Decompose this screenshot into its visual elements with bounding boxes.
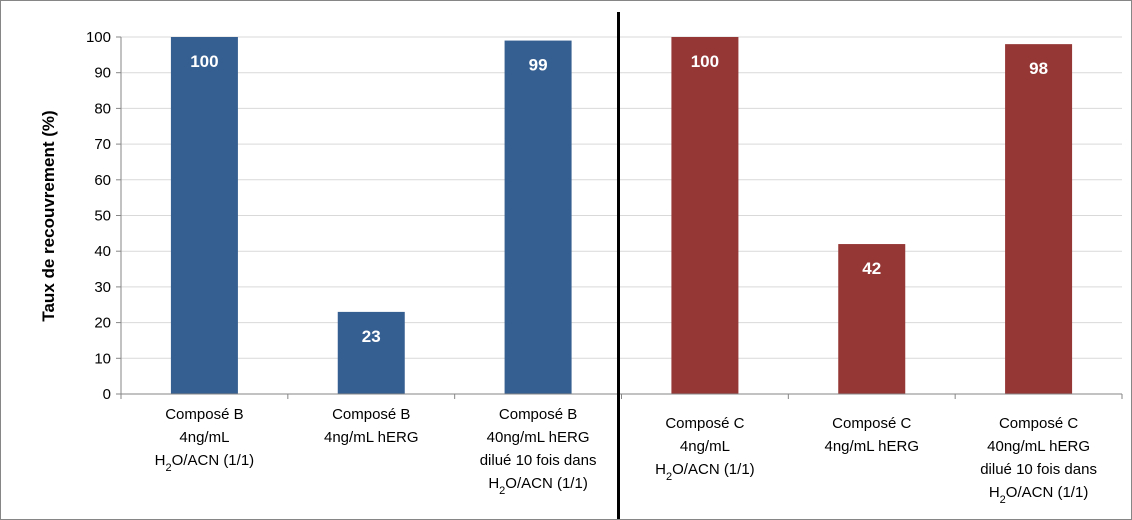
y-tick-label: 0 <box>103 386 111 403</box>
data-labels: 100 23 99 100 42 98 <box>190 52 1048 346</box>
bar <box>337 311 405 394</box>
bar <box>1005 44 1073 394</box>
y-tick-label: 90 <box>94 65 111 82</box>
data-label: 42 <box>862 259 881 278</box>
data-label: 23 <box>362 327 381 346</box>
bar <box>838 244 906 394</box>
data-label: 100 <box>190 52 218 71</box>
y-tick-label: 50 <box>94 208 111 225</box>
x-tick-label: Composé C 40ng/mL hERG dilué 10 fois dans H… <box>980 415 1097 506</box>
x-tick-label: Composé B 40ng/mL hERG dilué 10 fois dans H… <box>480 406 597 497</box>
x-axis: Composé B 4ng/mL H2O/ACN (1/1) Composé B 4ng… <box>120 393 1123 506</box>
x-tick-label: Composé B 4ng/mL H2O/ACN (1/1) <box>155 406 254 474</box>
y-tick-label: 100 <box>86 29 111 46</box>
bar <box>170 37 238 394</box>
bar <box>671 37 739 394</box>
bar <box>504 40 572 394</box>
data-label: 100 <box>691 52 719 71</box>
y-tick-label: 80 <box>94 100 111 117</box>
y-tick-label: 20 <box>94 315 111 332</box>
y-axis: 0 10 20 30 40 50 60 70 80 90 100 <box>86 29 122 403</box>
bars <box>170 37 1073 394</box>
x-tick-label: Composé B 4ng/mL hERG <box>324 406 419 446</box>
x-tick-label: Composé C 4ng/mL H2O/ACN (1/1) <box>655 415 754 483</box>
y-tick-label: 60 <box>94 172 111 189</box>
x-tick-label: Composé C 4ng/mL hERG <box>825 415 920 455</box>
gridlines <box>121 36 1122 359</box>
y-tick-label: 30 <box>94 279 111 296</box>
y-tick-label: 70 <box>94 136 111 153</box>
y-tick-label: 10 <box>94 350 111 367</box>
data-label: 98 <box>1029 59 1048 78</box>
y-tick-label: 40 <box>94 243 111 260</box>
data-label: 99 <box>529 56 548 75</box>
y-axis-label: Taux de recouvrement (%) <box>39 110 58 321</box>
